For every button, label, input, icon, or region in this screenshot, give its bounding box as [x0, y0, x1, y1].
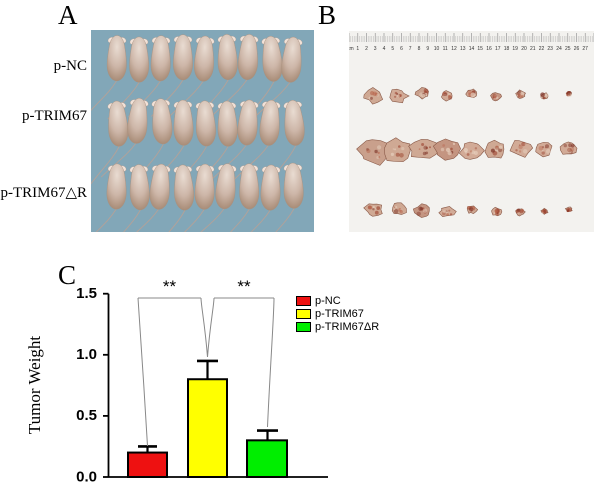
svg-text:5: 5	[391, 46, 394, 52]
svg-text:1.0: 1.0	[76, 346, 97, 363]
svg-text:0.0: 0.0	[76, 469, 97, 486]
svg-text:7: 7	[409, 46, 412, 52]
svg-text:12: 12	[451, 46, 457, 52]
svg-text:15: 15	[477, 46, 483, 52]
svg-text:21: 21	[530, 46, 536, 52]
svg-text:10: 10	[434, 46, 440, 52]
svg-text:13: 13	[460, 46, 466, 52]
svg-text:1.5: 1.5	[76, 285, 97, 302]
svg-text:8: 8	[418, 46, 421, 52]
svg-text:23: 23	[547, 46, 553, 52]
svg-text:26: 26	[574, 46, 580, 52]
svg-text:0.5: 0.5	[76, 407, 97, 424]
svg-text:3: 3	[374, 46, 377, 52]
svg-text:25: 25	[565, 46, 571, 52]
svg-text:**: **	[237, 277, 251, 296]
svg-text:20: 20	[521, 46, 527, 52]
svg-text:14: 14	[469, 46, 475, 52]
svg-text:2: 2	[365, 46, 368, 52]
svg-text:Tumor Weight: Tumor Weight	[25, 336, 44, 435]
svg-text:16: 16	[486, 46, 492, 52]
svg-text:22: 22	[539, 46, 545, 52]
svg-text:**: **	[163, 277, 177, 296]
svg-text:0cm: 0cm	[349, 46, 354, 52]
svg-text:17: 17	[495, 46, 501, 52]
svg-text:11: 11	[443, 46, 448, 52]
svg-text:24: 24	[556, 46, 562, 52]
svg-text:19: 19	[512, 46, 518, 52]
svg-text:18: 18	[504, 46, 510, 52]
svg-text:6: 6	[400, 46, 403, 52]
svg-text:9: 9	[426, 46, 429, 52]
svg-text:1: 1	[356, 46, 359, 52]
svg-text:27: 27	[582, 46, 588, 52]
svg-text:4: 4	[383, 46, 386, 52]
